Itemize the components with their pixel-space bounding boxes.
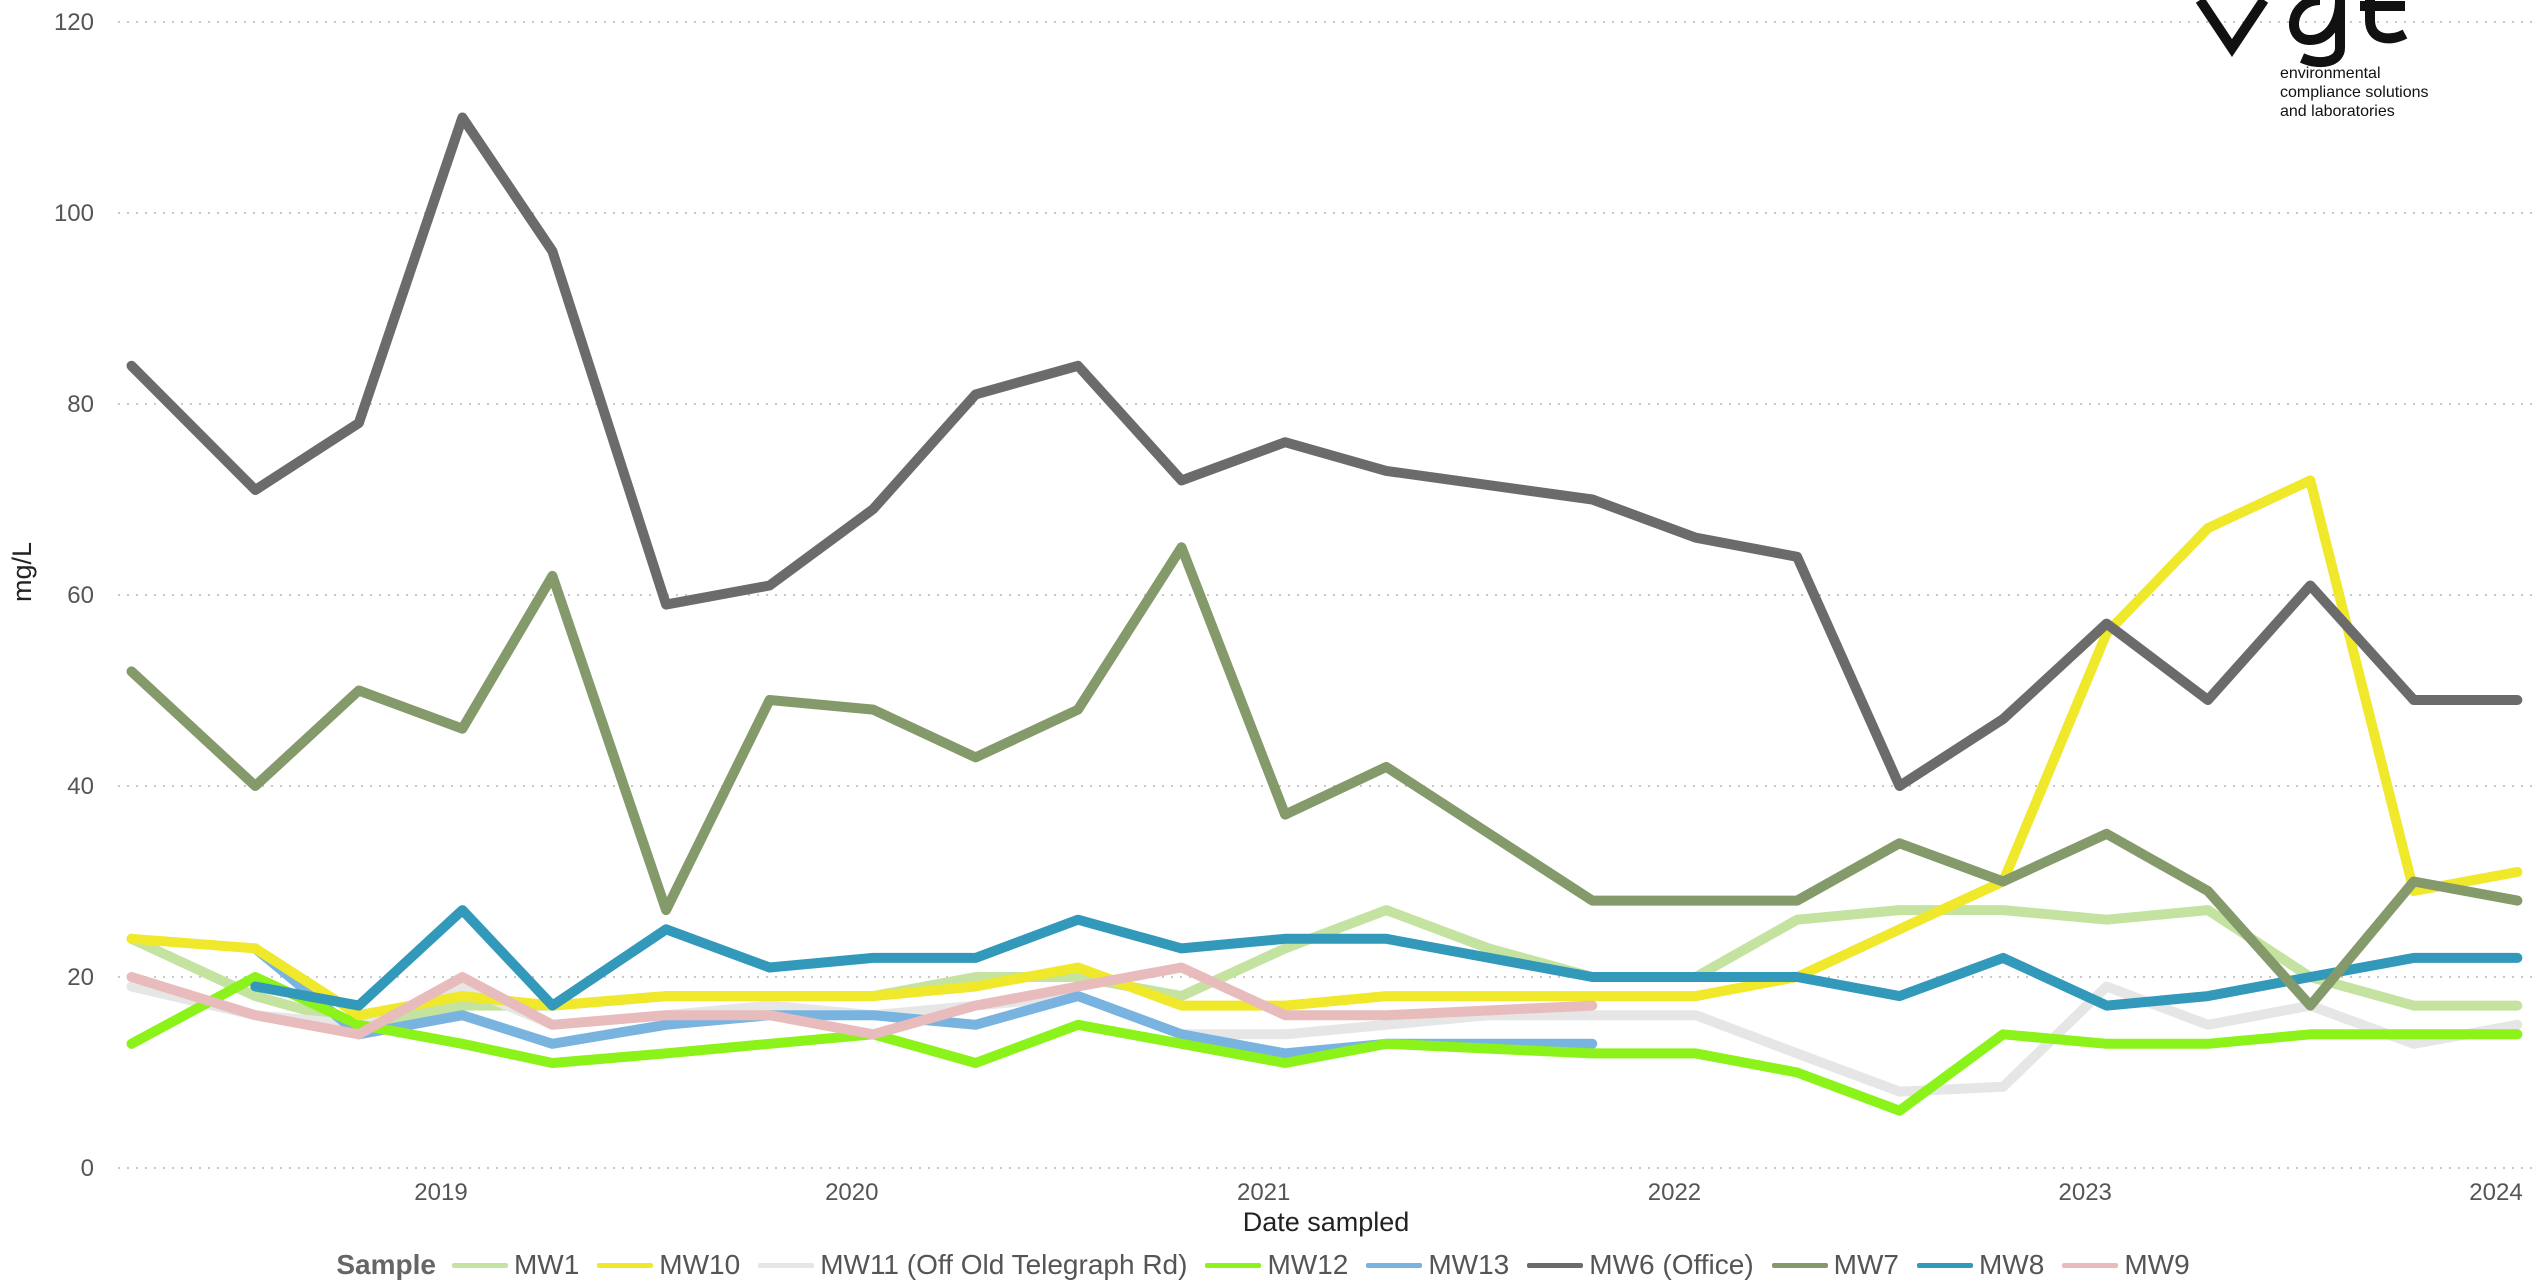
- x-tick-label: 2023: [2059, 1179, 2112, 1206]
- legend-item: MW12: [1205, 1249, 1348, 1281]
- x-axis-label: Date sampled: [1243, 1207, 1410, 1237]
- legend-title: Sample: [336, 1249, 436, 1280]
- x-tick-label: 2020: [825, 1179, 878, 1206]
- legend-item: MW11 (Off Old Telegraph Rd): [758, 1249, 1187, 1281]
- legend-item: MW1: [451, 1249, 580, 1281]
- legend-swatch: [1916, 1262, 1973, 1268]
- y-tick-label: 0: [81, 1155, 94, 1182]
- logo-mark-icon: [2195, 0, 2408, 68]
- logo-tagline: environmental compliance solutions and l…: [2280, 65, 2429, 120]
- company-logo: [2190, 0, 2490, 130]
- y-axis-label: mg/L: [7, 542, 37, 602]
- legend-swatch: [2062, 1262, 2119, 1268]
- legend-item: MW13: [1366, 1249, 1509, 1281]
- y-axis-ticks: 0 20 40 60 80 100 120: [54, 9, 94, 1182]
- x-tick-label: 2022: [1648, 1179, 1701, 1206]
- legend-items: MW1 MW10 MW11 (Off Old Telegraph Rd) MW12 MW…: [451, 1249, 2208, 1281]
- legend-label: MW10: [659, 1249, 741, 1280]
- legend-swatch: [1771, 1262, 1828, 1268]
- series-line-mw9: [126, 962, 1598, 1040]
- series-line-mw10: [126, 475, 2523, 1021]
- y-tick-label: 40: [67, 773, 94, 800]
- y-tick-label: 60: [67, 582, 94, 609]
- x-tick-label: 2019: [414, 1179, 467, 1206]
- legend-label: MW1: [513, 1249, 580, 1280]
- series-line-mw6-office: [126, 112, 2523, 791]
- legend-item: MW7: [1771, 1249, 1899, 1281]
- legend-label: MW13: [1428, 1249, 1510, 1280]
- legend-label: MW6 (Office): [1589, 1249, 1754, 1280]
- legend-swatch: [451, 1262, 508, 1268]
- legend-swatch: [1527, 1262, 1584, 1268]
- legend-swatch: [597, 1262, 654, 1268]
- x-axis-ticks: 2019 2020 2021 2022 2023 2024: [414, 1179, 2522, 1206]
- legend-label: MW11 (Off Old Telegraph Rd): [820, 1249, 1188, 1280]
- y-tick-label: 20: [67, 964, 94, 991]
- series-line-mw8: [250, 905, 2523, 1011]
- legend-item: MW8: [1916, 1249, 2045, 1281]
- legend-label: MW12: [1267, 1249, 1349, 1280]
- legend-swatch: [1205, 1262, 1262, 1268]
- y-tick-label: 120: [54, 9, 94, 36]
- legend-label: MW7: [1833, 1249, 1899, 1280]
- legend-label: MW8: [1978, 1249, 2045, 1280]
- series-line-mw7: [126, 542, 2523, 1011]
- legend-item: MW9: [2062, 1249, 2190, 1281]
- legend-item: MW6 (Office): [1527, 1249, 1754, 1281]
- series-lines: [126, 112, 2523, 1116]
- series-line-mw12: [126, 972, 2523, 1116]
- y-tick-label: 100: [54, 200, 94, 227]
- legend-label: MW9: [2124, 1249, 2190, 1280]
- x-tick-label: 2024: [2469, 1179, 2522, 1206]
- y-tick-label: 80: [67, 391, 94, 418]
- legend-swatch: [1366, 1262, 1423, 1268]
- chart-legend: Sample MW1 MW10 MW11 (Off Old Telegraph Rd…: [0, 1249, 2544, 1281]
- x-tick-label: 2021: [1237, 1179, 1290, 1206]
- legend-item: MW10: [597, 1249, 740, 1281]
- legend-swatch: [758, 1262, 815, 1268]
